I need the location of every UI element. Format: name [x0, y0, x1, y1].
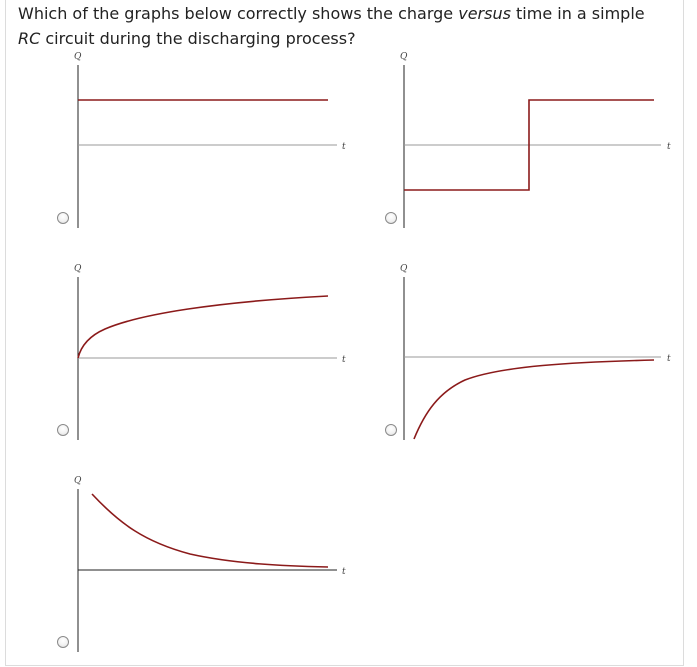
question-panel — [5, 0, 684, 666]
option-b[interactable]: Q t — [383, 50, 683, 230]
graph-e: Q t — [74, 476, 346, 652]
question-emphasis: versus — [458, 4, 511, 23]
option-d-radio-button-icon[interactable] — [385, 424, 397, 436]
option-c-radio-button-icon[interactable] — [57, 424, 69, 436]
option-e[interactable]: Q t — [55, 474, 355, 654]
charge-curve — [413, 359, 655, 440]
question-text-part-3: circuit during the discharging process? — [40, 29, 356, 48]
graph-a: Q t — [74, 52, 346, 228]
y-axis-label: Q — [74, 52, 82, 62]
option-c[interactable]: Q t — [55, 262, 355, 442]
question-text-part-2: time in a simple — [510, 4, 645, 23]
x-axis-label: t — [342, 567, 346, 577]
option-b-radio-button-icon[interactable] — [385, 212, 397, 224]
question-text-part-1: Which of the graphs below correctly show… — [18, 4, 459, 23]
graph-d: Q t — [400, 264, 671, 440]
y-axis-label: Q — [400, 52, 408, 62]
question-rc-term: RC — [18, 29, 41, 48]
option-a-radio-button-icon[interactable] — [57, 212, 69, 224]
option-a[interactable]: Q t — [55, 50, 355, 230]
x-axis-label: t — [342, 355, 346, 365]
x-axis-label: t — [342, 142, 346, 152]
charge-curve — [77, 295, 329, 359]
question-text: Which of the graphs below correctly show… — [18, 1, 678, 51]
option-d[interactable]: Q t — [383, 262, 683, 442]
x-axis-label: t — [667, 142, 671, 152]
charge-curve — [91, 493, 329, 568]
y-axis-label: Q — [400, 264, 408, 274]
charge-curve — [404, 99, 654, 191]
graph-c: Q t — [74, 264, 346, 440]
y-axis-label: Q — [74, 476, 82, 486]
option-e-radio-button-icon[interactable] — [57, 636, 69, 648]
graph-b: Q t — [400, 52, 671, 228]
y-axis-label: Q — [74, 264, 82, 274]
x-axis-label: t — [667, 354, 671, 364]
